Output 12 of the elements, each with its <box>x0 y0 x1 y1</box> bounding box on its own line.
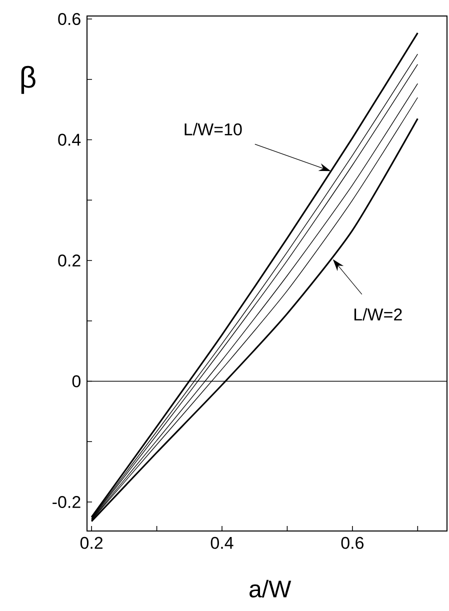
x-tick-label: 0.2 <box>80 536 103 549</box>
x-tick-label: 0.6 <box>341 536 364 549</box>
y-tick-label: 0.4 <box>58 134 81 146</box>
x-tick-label: 0.4 <box>210 536 234 549</box>
y-tick-label: -0.2 <box>52 496 80 508</box>
y-axis-title: β <box>21 66 36 94</box>
y-tick-label: 0.6 <box>58 12 80 26</box>
annotation: L/W=2 <box>354 308 402 321</box>
y-tick-label: 0 <box>72 375 80 388</box>
x-axis-title: a/W <box>250 580 292 598</box>
annotation: L/W=10 <box>184 122 242 136</box>
y-tick-label: 0.2 <box>58 254 80 267</box>
